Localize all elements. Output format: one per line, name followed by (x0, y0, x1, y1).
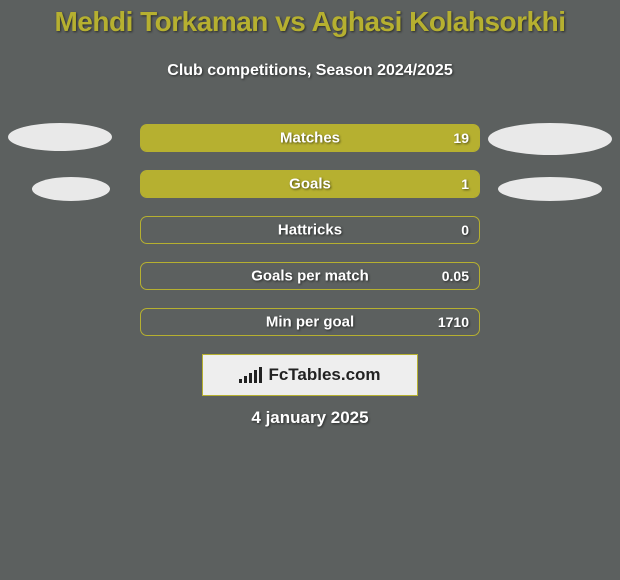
stat-bar-value: 0.05 (442, 268, 469, 284)
logo-bars-icon (239, 367, 262, 383)
stat-bar: Matches19 (140, 124, 480, 152)
stat-bar-label: Matches (141, 130, 479, 147)
stat-bar: Goals per match0.05 (140, 262, 480, 290)
stat-bar-label: Goals (141, 176, 479, 193)
infographic-canvas: Mehdi Torkaman vs Aghasi Kolahsorkhi Clu… (0, 0, 620, 580)
decorative-ellipse (8, 123, 112, 151)
season-subtitle: Club competitions, Season 2024/2025 (0, 62, 620, 80)
stat-bar: Goals1 (140, 170, 480, 198)
stat-bar-label: Hattricks (141, 222, 479, 239)
footer-date: 4 january 2025 (0, 408, 620, 428)
comparison-title: Mehdi Torkaman vs Aghasi Kolahsorkhi (0, 6, 620, 38)
decorative-ellipse (498, 177, 602, 201)
decorative-ellipse (488, 123, 612, 155)
fctables-logo: FcTables.com (202, 354, 418, 396)
stat-bar-label: Goals per match (141, 268, 479, 285)
stat-bar: Hattricks0 (140, 216, 480, 244)
stats-bar-chart: Matches19 Goals1 Hattricks0 Goals per match… (140, 124, 480, 354)
decorative-ellipse (32, 177, 110, 201)
logo-text: FcTables.com (268, 365, 380, 385)
stat-bar-value: 1 (461, 176, 469, 192)
stat-bar: Min per goal1710 (140, 308, 480, 336)
stat-bar-label: Min per goal (141, 314, 479, 331)
stat-bar-value: 1710 (438, 314, 469, 330)
stat-bar-value: 19 (453, 130, 469, 146)
stat-bar-value: 0 (461, 222, 469, 238)
